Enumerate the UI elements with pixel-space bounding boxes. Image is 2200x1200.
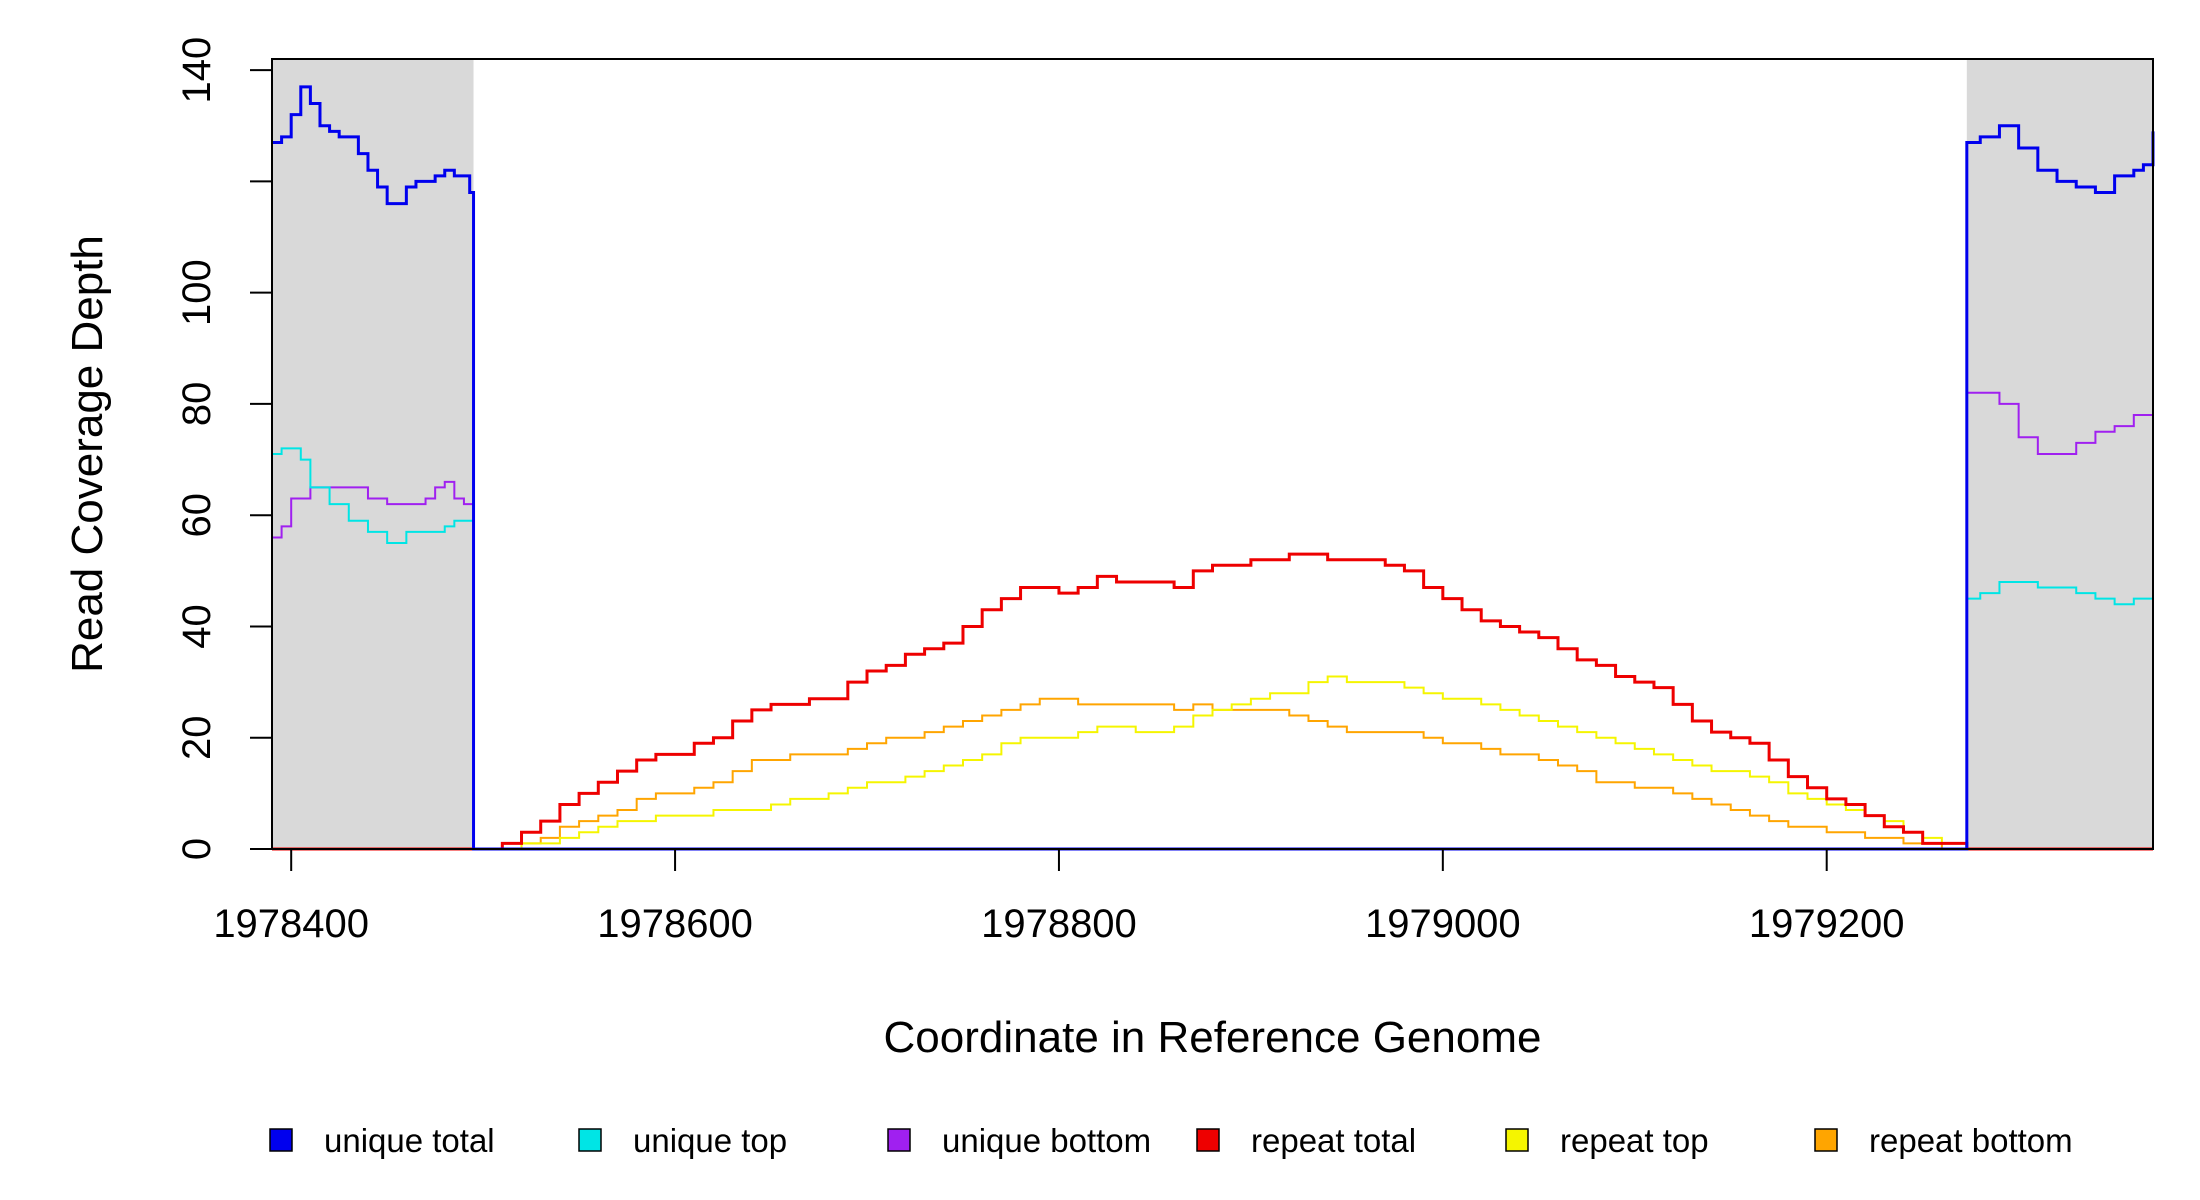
y-tick-label: 140 xyxy=(175,37,219,104)
series-line-unique-bottom xyxy=(272,391,2154,850)
y-axis-title: Read Coverage Depth xyxy=(63,235,112,673)
y-tick-label: 80 xyxy=(175,382,219,427)
y-tick-label: 100 xyxy=(175,259,219,326)
shaded-region-0 xyxy=(272,59,474,849)
x-tick-label: 1979000 xyxy=(1365,902,1521,946)
series-line-repeat-total xyxy=(272,552,2153,851)
legend-label-unique-total: unique total xyxy=(324,1122,495,1159)
series-line-unique-top xyxy=(272,447,2154,850)
x-tick-label: 1979200 xyxy=(1749,902,1905,946)
legend-swatch-repeat-top xyxy=(1505,1128,1529,1152)
y-tick-label: 0 xyxy=(175,838,219,860)
x-tick-label: 1978800 xyxy=(981,902,1137,946)
legend: unique total unique top unique bottom repea… xyxy=(269,1122,2073,1159)
y-tick-label: 40 xyxy=(175,604,219,649)
legend-swatch-repeat-bottom xyxy=(1814,1128,1838,1152)
series-line-unique-total xyxy=(272,85,2155,851)
legend-label-repeat-top: repeat top xyxy=(1560,1122,1709,1159)
legend-swatch-unique-top xyxy=(578,1128,602,1152)
legend-label-unique-bottom: unique bottom xyxy=(942,1122,1151,1159)
series-layer xyxy=(272,85,2155,851)
legend-label-unique-top: unique top xyxy=(633,1122,787,1159)
legend-label-repeat-bottom: repeat bottom xyxy=(1869,1122,2073,1159)
x-axis: 1978400 1978600 1978800 1979000 1979200 xyxy=(213,848,2153,946)
y-tick-label: 20 xyxy=(175,715,219,760)
x-tick-label: 1978400 xyxy=(213,902,369,946)
unique-region-shading xyxy=(272,59,2153,849)
legend-label-repeat-total: repeat total xyxy=(1251,1122,1416,1159)
x-tick-label: 1978600 xyxy=(597,902,753,946)
legend-swatch-repeat-total xyxy=(1196,1128,1220,1152)
y-axis: 0 20 40 60 80 100 140 xyxy=(175,37,273,860)
legend-swatch-unique-total xyxy=(269,1128,293,1152)
legend-swatch-unique-bottom xyxy=(887,1128,911,1152)
plot-frame xyxy=(271,58,2154,850)
x-axis-title: Coordinate in Reference Genome xyxy=(884,1013,1542,1062)
series-line-repeat-top xyxy=(272,675,2153,850)
series-line-repeat-bottom xyxy=(272,697,2153,850)
y-tick-label: 60 xyxy=(175,493,219,538)
